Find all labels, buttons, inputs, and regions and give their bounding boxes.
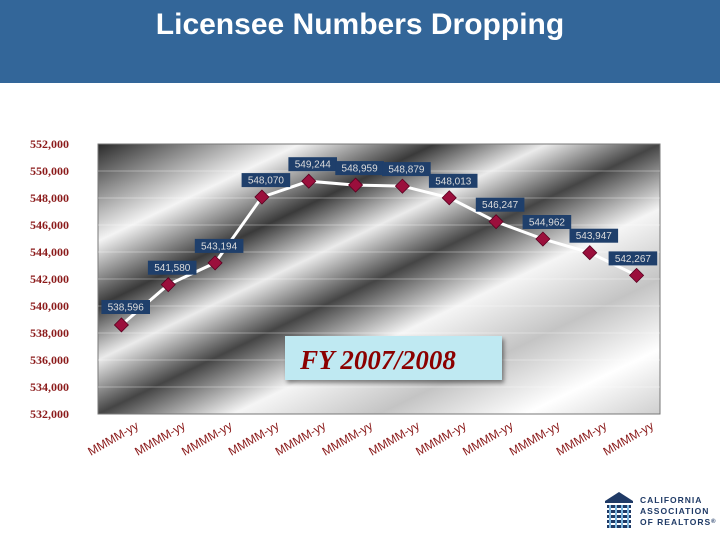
x-tick-label: MMMM-yy bbox=[460, 418, 515, 458]
data-label: 548,959 bbox=[342, 164, 379, 175]
data-label: 548,013 bbox=[435, 176, 472, 187]
x-tick-label: MMMM-yy bbox=[273, 418, 328, 458]
y-tick-label: 552,000 bbox=[30, 137, 69, 151]
y-tick-label: 540,000 bbox=[30, 299, 69, 313]
x-tick-label: MMMM-yy bbox=[507, 418, 562, 458]
slide-title: Licensee Numbers Dropping bbox=[155, 8, 565, 41]
logo-line-2: ASSOCIATION bbox=[640, 506, 710, 516]
data-label: 544,962 bbox=[529, 218, 566, 229]
car-logo-icon bbox=[605, 492, 633, 528]
data-point bbox=[254, 189, 270, 205]
data-label-box bbox=[241, 173, 291, 188]
y-tick-label: 538,000 bbox=[30, 326, 69, 340]
callout-box: FY 2007/2008 bbox=[285, 336, 502, 380]
data-point bbox=[629, 267, 645, 283]
data-point bbox=[348, 177, 364, 193]
data-label-box bbox=[335, 161, 384, 176]
data-point bbox=[160, 277, 176, 293]
data-label-box bbox=[147, 260, 197, 275]
title-bar bbox=[0, 0, 720, 83]
y-tick-label: 548,000 bbox=[30, 191, 69, 205]
x-tick-label: MMMM-yy bbox=[179, 418, 234, 458]
x-tick-label: MMMM-yy bbox=[554, 418, 609, 458]
gridlines bbox=[98, 170, 660, 388]
data-label-box bbox=[288, 157, 337, 172]
x-tick-label: MMMM-yy bbox=[320, 418, 375, 458]
x-tick-label: MMMM-yy bbox=[366, 418, 421, 458]
callout-text: FY 2007/2008 bbox=[299, 345, 456, 375]
data-label-box bbox=[522, 215, 572, 229]
y-tick-label: 546,000 bbox=[30, 218, 69, 232]
data-label-box bbox=[194, 238, 244, 253]
data-label-box bbox=[608, 251, 658, 266]
x-axis-ticks: MMMM-yyMMMM-yyMMMM-yyMMMM-yyMMMM-yyMMMM-… bbox=[85, 418, 656, 458]
data-label: 543,947 bbox=[576, 231, 613, 242]
y-tick-label: 534,000 bbox=[30, 380, 69, 394]
data-point bbox=[113, 317, 129, 333]
x-tick-label: MMMM-yy bbox=[226, 418, 281, 458]
car-logo: CALIFORNIA ASSOCIATION OF REALTORS® bbox=[602, 490, 717, 534]
data-point bbox=[301, 173, 317, 189]
y-tick-label: 542,000 bbox=[30, 272, 69, 286]
data-label: 543,194 bbox=[201, 241, 238, 252]
data-point bbox=[535, 231, 551, 247]
data-label-box bbox=[569, 228, 619, 243]
y-tick-label: 532,000 bbox=[30, 407, 69, 421]
y-tick-label: 536,000 bbox=[30, 353, 69, 367]
data-label: 548,070 bbox=[248, 176, 285, 187]
data-label: 542,267 bbox=[615, 254, 652, 265]
data-label: 541,580 bbox=[154, 263, 191, 274]
y-tick-label: 550,000 bbox=[30, 164, 69, 178]
data-point bbox=[582, 245, 598, 261]
data-label: 549,244 bbox=[295, 160, 332, 171]
data-label-box bbox=[475, 197, 525, 212]
logo-line-3: OF REALTORS® bbox=[640, 517, 717, 527]
data-point bbox=[394, 178, 410, 194]
data-point bbox=[441, 190, 457, 206]
data-markers bbox=[113, 173, 645, 333]
y-axis-ticks: 532,000 534,000 536,000 538,000 540,000 542,0… bbox=[30, 137, 69, 421]
data-label-box bbox=[428, 173, 478, 188]
data-labels: 538,596 541,580 543,194 548,070 549,244 548,9… bbox=[101, 157, 658, 314]
data-label: 546,247 bbox=[482, 200, 519, 211]
data-label: 538,596 bbox=[108, 303, 145, 314]
y-tick-label: 544,000 bbox=[30, 245, 69, 259]
data-label: 548,879 bbox=[388, 165, 425, 176]
x-tick-label: MMMM-yy bbox=[85, 418, 140, 458]
series-line bbox=[120, 179, 638, 327]
data-point bbox=[488, 214, 504, 230]
data-point bbox=[207, 255, 223, 271]
x-tick-label: MMMM-yy bbox=[601, 418, 656, 458]
x-tick-label: MMMM-yy bbox=[132, 418, 187, 458]
logo-line-1: CALIFORNIA bbox=[640, 495, 703, 505]
data-label-box bbox=[101, 300, 150, 314]
x-tick-label: MMMM-yy bbox=[413, 418, 468, 458]
data-label-box bbox=[382, 162, 431, 177]
